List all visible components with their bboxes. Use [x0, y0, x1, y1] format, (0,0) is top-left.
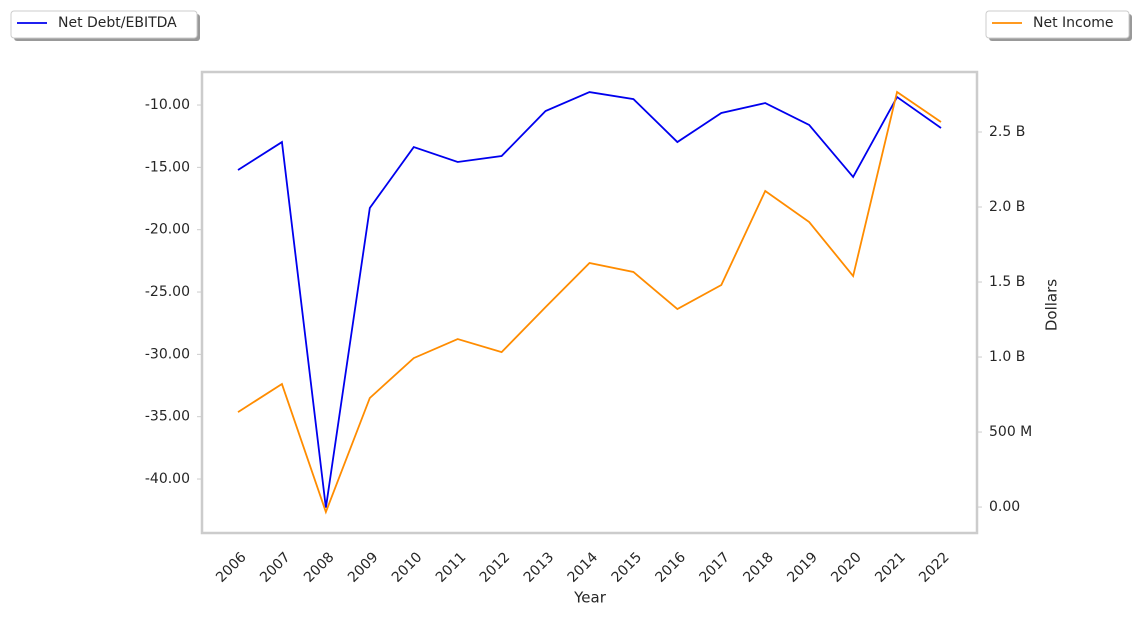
y2-tick-label: 500 M [989, 424, 1032, 440]
x-tick-label: 2016 [653, 549, 690, 586]
legend: Net Income [985, 10, 1132, 41]
x-tick-label: 2021 [872, 549, 909, 586]
x-tick-label: 2010 [389, 549, 426, 586]
y2-tick-label: 0.00 [989, 499, 1020, 515]
y-tick-label: -10.00 [145, 97, 190, 113]
legend-label: Net Income [1033, 15, 1114, 31]
y-tick-label: -25.00 [145, 284, 190, 300]
y2-tick-label: 1.0 B [989, 349, 1025, 365]
x-tick-label: 2015 [609, 549, 646, 586]
legend-box [985, 10, 1130, 39]
x-tick-label: 2008 [301, 549, 338, 586]
x-tick-label: 2012 [477, 549, 514, 586]
y2-tick-label: 2.0 B [989, 199, 1025, 215]
plot-frame [200, 70, 979, 535]
y-tick-label: -35.00 [145, 409, 190, 425]
series-line [237, 91, 942, 508]
legend-label: Net Debt/EBITDA [58, 15, 177, 31]
y2-tick-label: 2.5 B [989, 124, 1025, 140]
y-tick-label: -15.00 [145, 159, 190, 175]
x-tick-label: 2018 [740, 549, 777, 586]
x-tick-label: 2007 [257, 549, 294, 586]
y2-axis-label: Dollars [1043, 279, 1061, 331]
x-tick-label: 2020 [828, 549, 865, 586]
x-tick-label: 2011 [433, 549, 470, 586]
y-tick-label: -30.00 [145, 346, 190, 362]
x-tick-label: 2019 [784, 549, 821, 586]
y-tick-label: -40.00 [145, 471, 190, 487]
series-line [237, 90, 942, 515]
x-tick-label: 2017 [696, 549, 733, 586]
legend: Net Debt/EBITDA [10, 10, 200, 41]
x-tick-label: 2009 [345, 549, 382, 586]
x-tick-label: 2006 [213, 549, 250, 586]
x-tick-label: 2014 [565, 549, 602, 586]
y-tick-label: -20.00 [145, 222, 190, 238]
x-tick-label: 2013 [521, 549, 558, 586]
y2-tick-label: 1.5 B [989, 274, 1025, 290]
legend-box [10, 10, 198, 39]
x-tick-label: 2022 [916, 549, 953, 586]
x-axis-label: Year [573, 589, 607, 607]
